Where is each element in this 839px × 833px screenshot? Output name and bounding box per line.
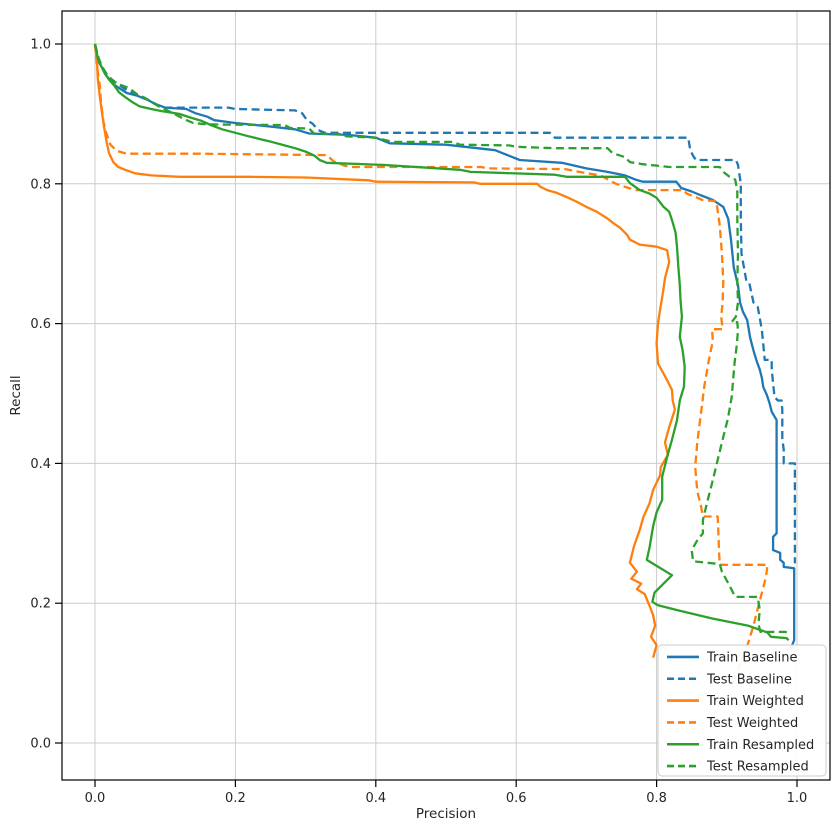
x-axis-label: Precision bbox=[416, 806, 476, 822]
y-tick-label-0.4: 0.4 bbox=[30, 457, 51, 472]
legend-label-test-baseline: Test Baseline bbox=[706, 672, 792, 687]
x-tick-label-0.0: 0.0 bbox=[85, 791, 106, 806]
y-tick-label-1.0: 1.0 bbox=[30, 38, 51, 53]
y-tick-label-0.0: 0.0 bbox=[30, 737, 51, 752]
curve-test-resampled bbox=[93, 43, 791, 635]
y-tick-label-0.6: 0.6 bbox=[30, 317, 51, 332]
legend-label-test-weighted: Test Weighted bbox=[706, 716, 798, 731]
legend-label-train-weighted: Train Weighted bbox=[706, 694, 804, 709]
x-tick-label-0.8: 0.8 bbox=[646, 791, 667, 806]
curve-train-resampled bbox=[93, 43, 790, 642]
y-tick-label-0.8: 0.8 bbox=[30, 177, 51, 192]
y-axis-label: Recall bbox=[8, 375, 24, 415]
x-tick-label-0.6: 0.6 bbox=[506, 791, 527, 806]
y-tick-label-0.2: 0.2 bbox=[30, 597, 51, 612]
x-tick-label-0.2: 0.2 bbox=[225, 791, 246, 806]
legend-label-train-baseline: Train Baseline bbox=[706, 650, 797, 665]
x-tick-label-0.4: 0.4 bbox=[365, 791, 386, 806]
legend-label-test-resampled: Test Resampled bbox=[706, 760, 809, 775]
axes-spines bbox=[61, 10, 831, 781]
legend-label-train-resampled: Train Resampled bbox=[706, 738, 814, 753]
legend-box bbox=[657, 644, 827, 777]
x-tick-label-1.0: 1.0 bbox=[787, 791, 808, 806]
curve-train-weighted bbox=[93, 43, 677, 659]
curve-test-weighted bbox=[93, 43, 769, 687]
